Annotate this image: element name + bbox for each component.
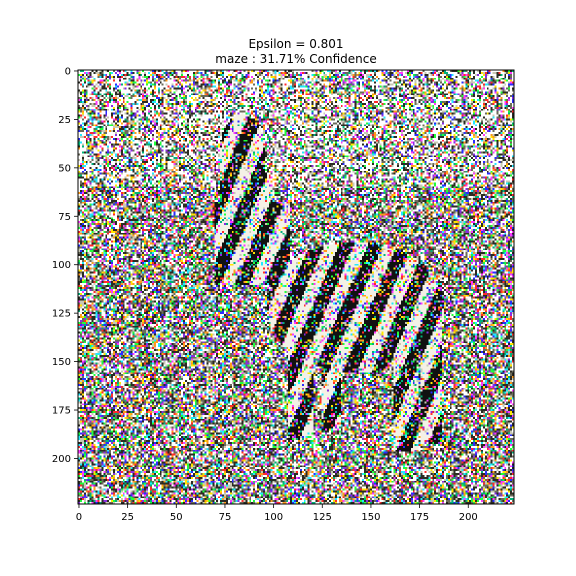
y-tick-label: 150 <box>52 357 71 368</box>
chart-title-line-1: Epsilon = 0.801 <box>248 37 343 51</box>
perturbed-image <box>78 70 514 504</box>
axes-frame <box>77 69 515 505</box>
x-tick-label: 75 <box>219 512 232 523</box>
x-tick-label: 175 <box>410 512 429 523</box>
y-tick-label: 75 <box>58 212 71 223</box>
y-tick-label: 0 <box>65 66 71 77</box>
x-tick-label: 200 <box>459 512 478 523</box>
y-axis: 0 25 50 75 100 125 150 175 200 <box>52 66 78 465</box>
x-axis: 0 25 50 75 100 125 150 175 200 <box>76 504 478 523</box>
y-tick-label: 125 <box>52 309 71 320</box>
y-tick-label: 200 <box>52 454 71 465</box>
x-tick-label: 150 <box>361 512 380 523</box>
y-tick-label: 100 <box>52 260 71 271</box>
x-tick-label: 25 <box>121 512 134 523</box>
x-tick-label: 50 <box>170 512 183 523</box>
y-tick-label: 50 <box>58 163 71 174</box>
image-pixels <box>78 70 514 504</box>
chart-title-line-2: maze : 31.71% Confidence <box>215 52 376 66</box>
y-tick-label: 25 <box>58 115 71 126</box>
x-tick-label: 100 <box>264 512 283 523</box>
x-tick-label: 125 <box>313 512 332 523</box>
y-tick-label: 175 <box>52 406 71 417</box>
x-tick-label: 0 <box>76 512 82 523</box>
